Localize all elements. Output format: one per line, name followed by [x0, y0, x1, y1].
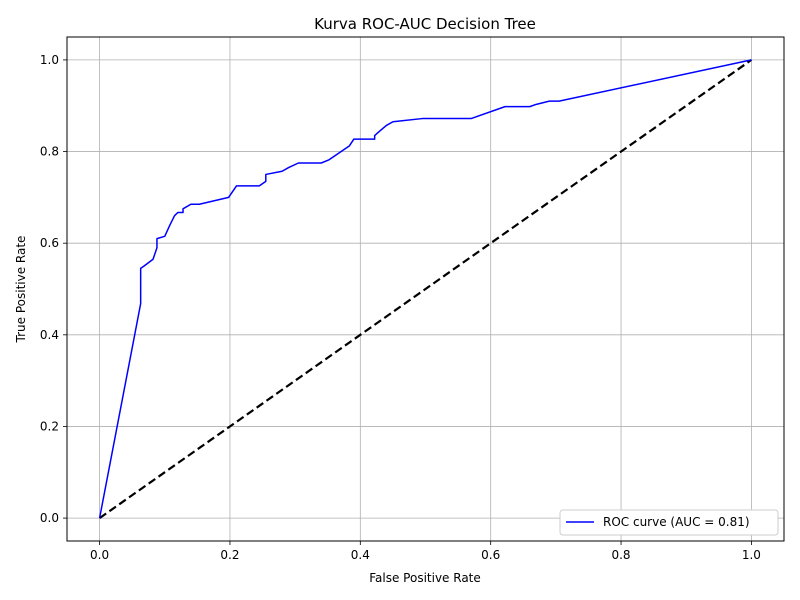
y-tick-label: 0.6 [40, 236, 59, 250]
chart-title: Kurva ROC-AUC Decision Tree [314, 15, 536, 33]
plot-frame [66, 36, 785, 542]
roc-curve-line [98, 59, 752, 519]
ticks: 0.0 0.2 0.4 0.6 0.8 1.0 0.0 0.2 0.4 0.6 0.8 1.0 [40, 53, 761, 562]
legend-label-roc: ROC curve (AUC = 0.81) [603, 515, 750, 529]
x-tick-label: 0.2 [220, 548, 239, 562]
y-axis-label: True Positive Rate [14, 236, 28, 344]
y-tick-label: 0.0 [40, 511, 59, 525]
x-tick-label: 0.8 [611, 548, 630, 562]
x-tick-label: 1.0 [742, 548, 761, 562]
y-tick-label: 1.0 [40, 53, 59, 67]
legend-box [559, 509, 779, 536]
series-layer [98, 59, 753, 519]
legend: ROC curve (AUC = 0.81) [559, 509, 779, 536]
x-axis-label: False Positive Rate [369, 571, 481, 585]
random-baseline-line [98, 59, 753, 519]
y-tick-label: 0.4 [40, 328, 59, 342]
x-tick-label: 0.0 [90, 548, 109, 562]
y-tick-label: 0.8 [40, 145, 59, 159]
y-tick-label: 0.2 [40, 419, 59, 433]
x-tick-label: 0.6 [481, 548, 500, 562]
x-tick-label: 0.4 [351, 548, 370, 562]
